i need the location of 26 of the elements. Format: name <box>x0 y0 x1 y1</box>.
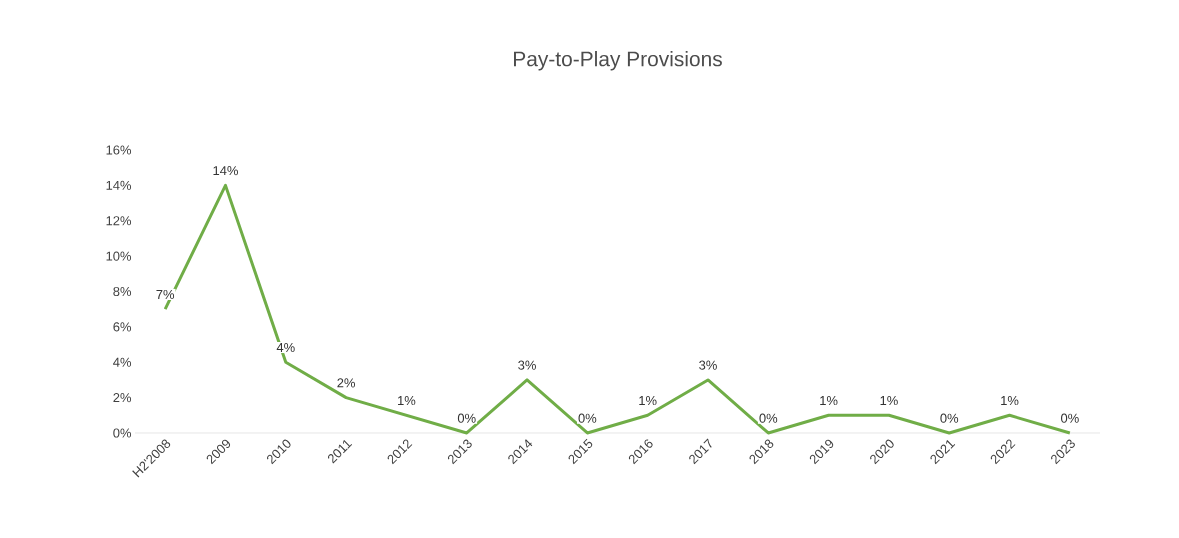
y-tick-label: 14% <box>106 180 132 190</box>
y-tick-label: 6% <box>113 322 132 332</box>
data-label: 1% <box>398 396 416 406</box>
data-label: 7% <box>156 289 175 299</box>
data-label: 0% <box>940 413 959 423</box>
y-tick-label: 0% <box>113 428 132 438</box>
y-tick-label: 8% <box>113 286 132 297</box>
data-label: 3% <box>518 360 536 370</box>
y-tick-label: 4% <box>113 357 132 367</box>
data-label: 1% <box>639 396 657 406</box>
data-label: 0% <box>578 413 597 423</box>
data-label: 3% <box>699 360 717 370</box>
chart-title: Pay-to-Play Provisions <box>514 50 722 71</box>
data-label: 1% <box>820 396 838 406</box>
y-tick-label: 10% <box>106 251 132 261</box>
data-label: 2% <box>337 378 356 388</box>
data-label: 4% <box>276 342 295 353</box>
y-tick-label: 12% <box>106 216 132 226</box>
y-tick-label: 16% <box>106 145 132 155</box>
data-label: 1% <box>1001 396 1019 406</box>
data-label: 0% <box>1061 413 1079 423</box>
data-label: 1% <box>880 396 898 406</box>
y-tick-label: 2% <box>113 393 132 403</box>
data-label: 0% <box>457 413 476 423</box>
data-label: 0% <box>759 413 778 423</box>
data-label: 14% <box>213 166 238 176</box>
